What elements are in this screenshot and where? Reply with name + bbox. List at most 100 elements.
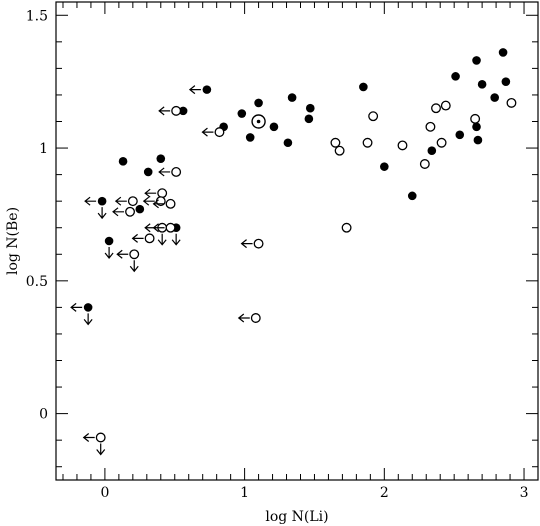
- filled-circle-marker: [380, 162, 389, 171]
- data-point: [112, 206, 135, 217]
- filled-circle-marker: [455, 130, 465, 140]
- plot-frame: [55, 1, 539, 481]
- filled-circle-marker: [237, 109, 247, 118]
- open-circle-marker: [250, 313, 261, 323]
- data-point: [152, 198, 176, 209]
- data-point: [330, 137, 341, 148]
- x-tick-label: 0: [100, 485, 109, 501]
- left-arrow-icon: [114, 196, 127, 206]
- open-circle-marker: [127, 196, 138, 207]
- filled-circle-marker: [427, 146, 437, 156]
- filled-circle-marker: [304, 114, 314, 124]
- data-point: [237, 109, 247, 118]
- down-arrow-icon: [96, 443, 106, 456]
- filled-circle-marker: [473, 135, 483, 145]
- data-point: [131, 233, 155, 244]
- filled-circle-marker: [451, 72, 460, 81]
- data-point: [188, 85, 212, 95]
- data-point: [84, 196, 107, 220]
- open-circle-marker: [341, 222, 352, 233]
- data-point: [397, 140, 408, 151]
- data-point: [359, 82, 368, 92]
- data-point: [82, 432, 106, 456]
- open-circle-marker: [419, 159, 430, 169]
- open-circle-marker: [253, 238, 264, 249]
- left-arrow-icon: [84, 196, 97, 206]
- filled-circle-marker: [83, 303, 93, 312]
- data-point: [440, 100, 451, 111]
- data-point: [287, 93, 297, 102]
- data-point: [506, 97, 517, 108]
- data-point: [473, 135, 483, 145]
- tick-labels: 0 1 2 3 0 0.5 1 1.5: [26, 8, 529, 501]
- data-point: [341, 222, 352, 233]
- filled-circle-marker: [143, 167, 153, 177]
- data-point: [362, 137, 373, 148]
- open-circle-marker: [440, 100, 451, 111]
- left-arrow-icon: [158, 106, 171, 116]
- data-point: [472, 56, 481, 65]
- data-point: [237, 313, 261, 323]
- y-tick-label: 1: [39, 141, 48, 157]
- open-circle-marker: [171, 167, 182, 177]
- data-point: [158, 105, 182, 116]
- open-circle-marker: [431, 103, 441, 114]
- filled-circle-marker: [359, 82, 368, 92]
- left-arrow-icon: [188, 85, 201, 95]
- data-point: [152, 222, 176, 233]
- open-circle-marker: [165, 222, 176, 233]
- down-arrow-icon: [171, 233, 181, 246]
- open-circle-marker: [397, 140, 408, 151]
- left-arrow-icon: [144, 188, 157, 198]
- data-point: [304, 114, 314, 124]
- data-point: [70, 302, 93, 326]
- data-point: [144, 188, 168, 199]
- left-arrow-icon: [112, 207, 125, 217]
- data-point: [116, 249, 140, 273]
- filled-circle-marker: [118, 157, 128, 166]
- data-point: [368, 111, 379, 122]
- open-circle-marker: [330, 137, 341, 148]
- y-tick-label: 0: [39, 407, 48, 423]
- open-circle-marker: [368, 111, 379, 122]
- data-point: [451, 72, 460, 81]
- data-point: [245, 133, 255, 142]
- data-point: [436, 137, 447, 148]
- filled-circle-marker: [104, 236, 114, 246]
- filled-circle-marker: [269, 122, 279, 132]
- x-tick-label: 1: [240, 485, 249, 501]
- open-circle-marker: [214, 127, 225, 138]
- data-point: [118, 157, 128, 166]
- data-point: [407, 191, 417, 201]
- data-point: [143, 167, 153, 177]
- down-arrow-icon: [97, 207, 107, 220]
- open-circle-marker: [436, 137, 447, 148]
- filled-circle-marker: [283, 138, 293, 148]
- data-point: [114, 196, 138, 207]
- data-point: [477, 80, 487, 89]
- data-point: [380, 162, 389, 171]
- open-circle-marker: [171, 105, 182, 116]
- data-point: [283, 138, 293, 148]
- left-arrow-icon: [201, 127, 214, 137]
- data-point: [470, 113, 481, 124]
- data-point: [254, 98, 263, 108]
- open-circle-marker: [334, 145, 345, 156]
- x-tick-label: 2: [380, 485, 389, 501]
- down-arrow-icon: [157, 233, 167, 246]
- filled-circle-marker: [477, 80, 487, 89]
- open-circle-marker: [470, 113, 481, 124]
- filled-circle-marker: [407, 191, 417, 201]
- open-circle-marker: [425, 121, 436, 132]
- data-point: [501, 77, 511, 86]
- data-point: [498, 48, 508, 57]
- filled-circle-marker: [305, 103, 315, 113]
- y-axis-label: log N(Be): [5, 207, 21, 275]
- left-arrow-icon: [142, 196, 155, 206]
- axis-ticks: [56, 2, 539, 480]
- data-point: [269, 122, 279, 132]
- left-arrow-icon: [70, 302, 83, 312]
- open-circle-marker: [129, 249, 140, 260]
- x-axis-label: log N(Li): [265, 509, 328, 525]
- data-point: [425, 121, 436, 132]
